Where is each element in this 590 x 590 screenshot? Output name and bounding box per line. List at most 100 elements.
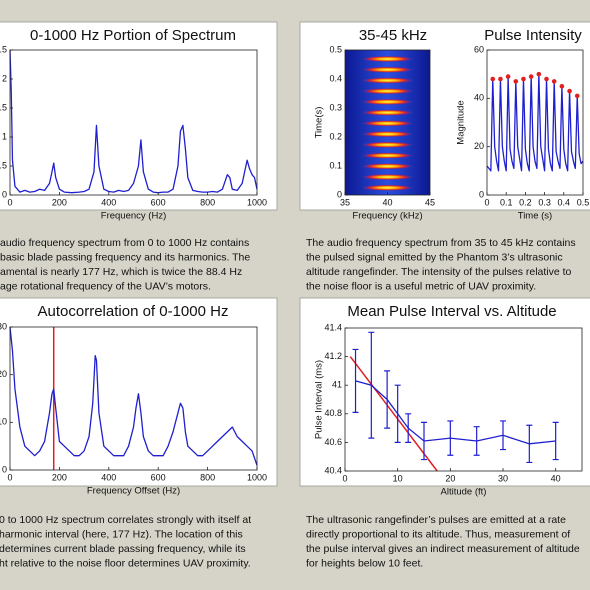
- x-tick-label: 400: [101, 197, 116, 207]
- x-tick-label: 40: [382, 197, 392, 207]
- y-tick-label: 20: [474, 141, 484, 151]
- caption-line: the pulsed signal emitted by the Phantom…: [306, 251, 563, 263]
- x-tick-label: 1000: [247, 472, 267, 482]
- fit-line: [349, 356, 438, 472]
- error-bar: [552, 421, 559, 461]
- x-tick-label: 40: [551, 473, 561, 483]
- x-tick-label: 35: [340, 197, 350, 207]
- x-tick-label: 0.1: [500, 197, 513, 207]
- error-bar: [352, 348, 359, 413]
- caption-line: harmonic interval (here, 177 Hz). The lo…: [0, 528, 243, 540]
- y-tick-label: 0: [337, 189, 342, 199]
- x-tick-label: 200: [52, 197, 67, 207]
- peak-marker: [505, 74, 511, 79]
- pulse-band: [360, 130, 415, 138]
- pulse-band: [360, 66, 415, 73]
- caption-line: The audio frequency spectrum from 35 to …: [306, 237, 576, 249]
- chart-title: 0-1000 Hz Portion of Spectrum: [30, 27, 236, 44]
- x-tick-label: 0.5: [577, 197, 590, 207]
- pulse-band: [360, 98, 415, 106]
- pulse-band: [360, 184, 415, 191]
- error-bar: [394, 384, 401, 443]
- caption-line: for heights below 10 feet.: [306, 558, 423, 570]
- y-tick-label: 0: [2, 464, 7, 474]
- x-tick-label: 0: [7, 472, 12, 482]
- pulse-band: [360, 141, 415, 149]
- peak-marker: [544, 76, 549, 82]
- y-axis-label: Pulse Interval (ms): [314, 360, 325, 439]
- pulse-band: [360, 152, 415, 159]
- peak-marker: [528, 74, 534, 79]
- y-tick-label: 2.5: [0, 44, 7, 54]
- pulse-band: [360, 163, 415, 170]
- x-tick-label: 20: [445, 473, 455, 483]
- caption-line: age rotational frequency of the UAV’s mo…: [0, 281, 211, 293]
- panel: [299, 297, 590, 487]
- panel: [0, 297, 278, 487]
- y-tick-label: 40.6: [324, 437, 342, 447]
- x-tick-label: 800: [200, 197, 215, 207]
- data-line: [9, 326, 258, 466]
- y-tick-label: 41.2: [324, 351, 342, 361]
- y-tick-label: 20: [0, 369, 7, 379]
- pulse-band: [360, 77, 415, 84]
- error-bar: [447, 420, 454, 456]
- y-tick-label: 40: [474, 93, 484, 103]
- error-bar: [500, 420, 506, 451]
- y-axis-label: Magnitude: [456, 100, 467, 144]
- chart-title: Mean Pulse Interval vs. Altitude: [347, 303, 556, 320]
- x-tick-label: 0.3: [538, 197, 551, 207]
- y-tick-label: 40.8: [324, 408, 342, 418]
- caption-line: ht relative to the noise floor determine…: [0, 558, 251, 570]
- x-tick-label: 0: [342, 473, 347, 483]
- x-axis-label: Frequency Offset (Hz): [87, 486, 180, 497]
- plot-frame: [486, 49, 584, 196]
- x-tick-label: 1000: [247, 197, 267, 207]
- y-tick-label: 0.5: [0, 160, 7, 170]
- y-tick-label: 10: [0, 417, 7, 427]
- caption-line: directly proportional to its altitude. T…: [306, 528, 570, 540]
- y-tick-label: 0.1: [329, 160, 342, 170]
- peak-marker: [574, 93, 580, 99]
- caption-line: amental is nearly 177 Hz, which is twice…: [0, 266, 242, 278]
- x-tick-label: 0: [7, 197, 12, 207]
- chart-title: Pulse Intensity: [484, 27, 582, 44]
- pulse-band: [360, 120, 415, 127]
- y-tick-label: 30: [0, 321, 7, 331]
- y-tick-label: 0.4: [329, 73, 342, 83]
- error-bar: [421, 421, 427, 461]
- x-tick-label: 600: [151, 197, 166, 207]
- y-tick-label: 0: [479, 189, 484, 199]
- peak-marker: [490, 76, 496, 82]
- y-tick-label: 0.5: [329, 44, 342, 54]
- error-bar: [405, 413, 412, 443]
- peak-marker: [536, 71, 542, 77]
- y-axis-label: Time(s): [314, 107, 325, 139]
- data-line: [486, 73, 584, 172]
- y-tick-label: 40.4: [324, 465, 342, 475]
- panel: [0, 21, 278, 211]
- pulse-band: [360, 87, 415, 95]
- y-tick-label: 41.4: [324, 322, 342, 332]
- x-axis-label: Frequency (kHz): [352, 211, 422, 222]
- plot-frame: [344, 327, 583, 472]
- peak-marker: [551, 79, 557, 84]
- y-tick-label: 60: [474, 44, 484, 54]
- peak-marker: [559, 83, 565, 89]
- x-axis-label: Altitude (ft): [441, 487, 487, 498]
- y-tick-label: 0.3: [329, 102, 342, 112]
- x-tick-label: 400: [101, 472, 116, 482]
- x-tick-label: 600: [151, 472, 166, 482]
- y-tick-label: 1.5: [0, 102, 7, 112]
- peak-marker: [521, 76, 526, 82]
- x-tick-label: 0: [484, 197, 489, 207]
- y-tick-label: 1: [2, 131, 7, 141]
- caption-line: basic blade passing frequency and its ha…: [0, 251, 250, 263]
- x-axis-label: Time (s): [518, 211, 552, 222]
- y-tick-label: 41: [332, 380, 342, 390]
- caption-line: determines current blade passing frequen…: [0, 543, 246, 555]
- caption-line: The ultrasonic rangefinder’s pulses are …: [306, 514, 566, 526]
- caption-line: 0 to 1000 Hz spectrum correlates strongl…: [0, 514, 251, 526]
